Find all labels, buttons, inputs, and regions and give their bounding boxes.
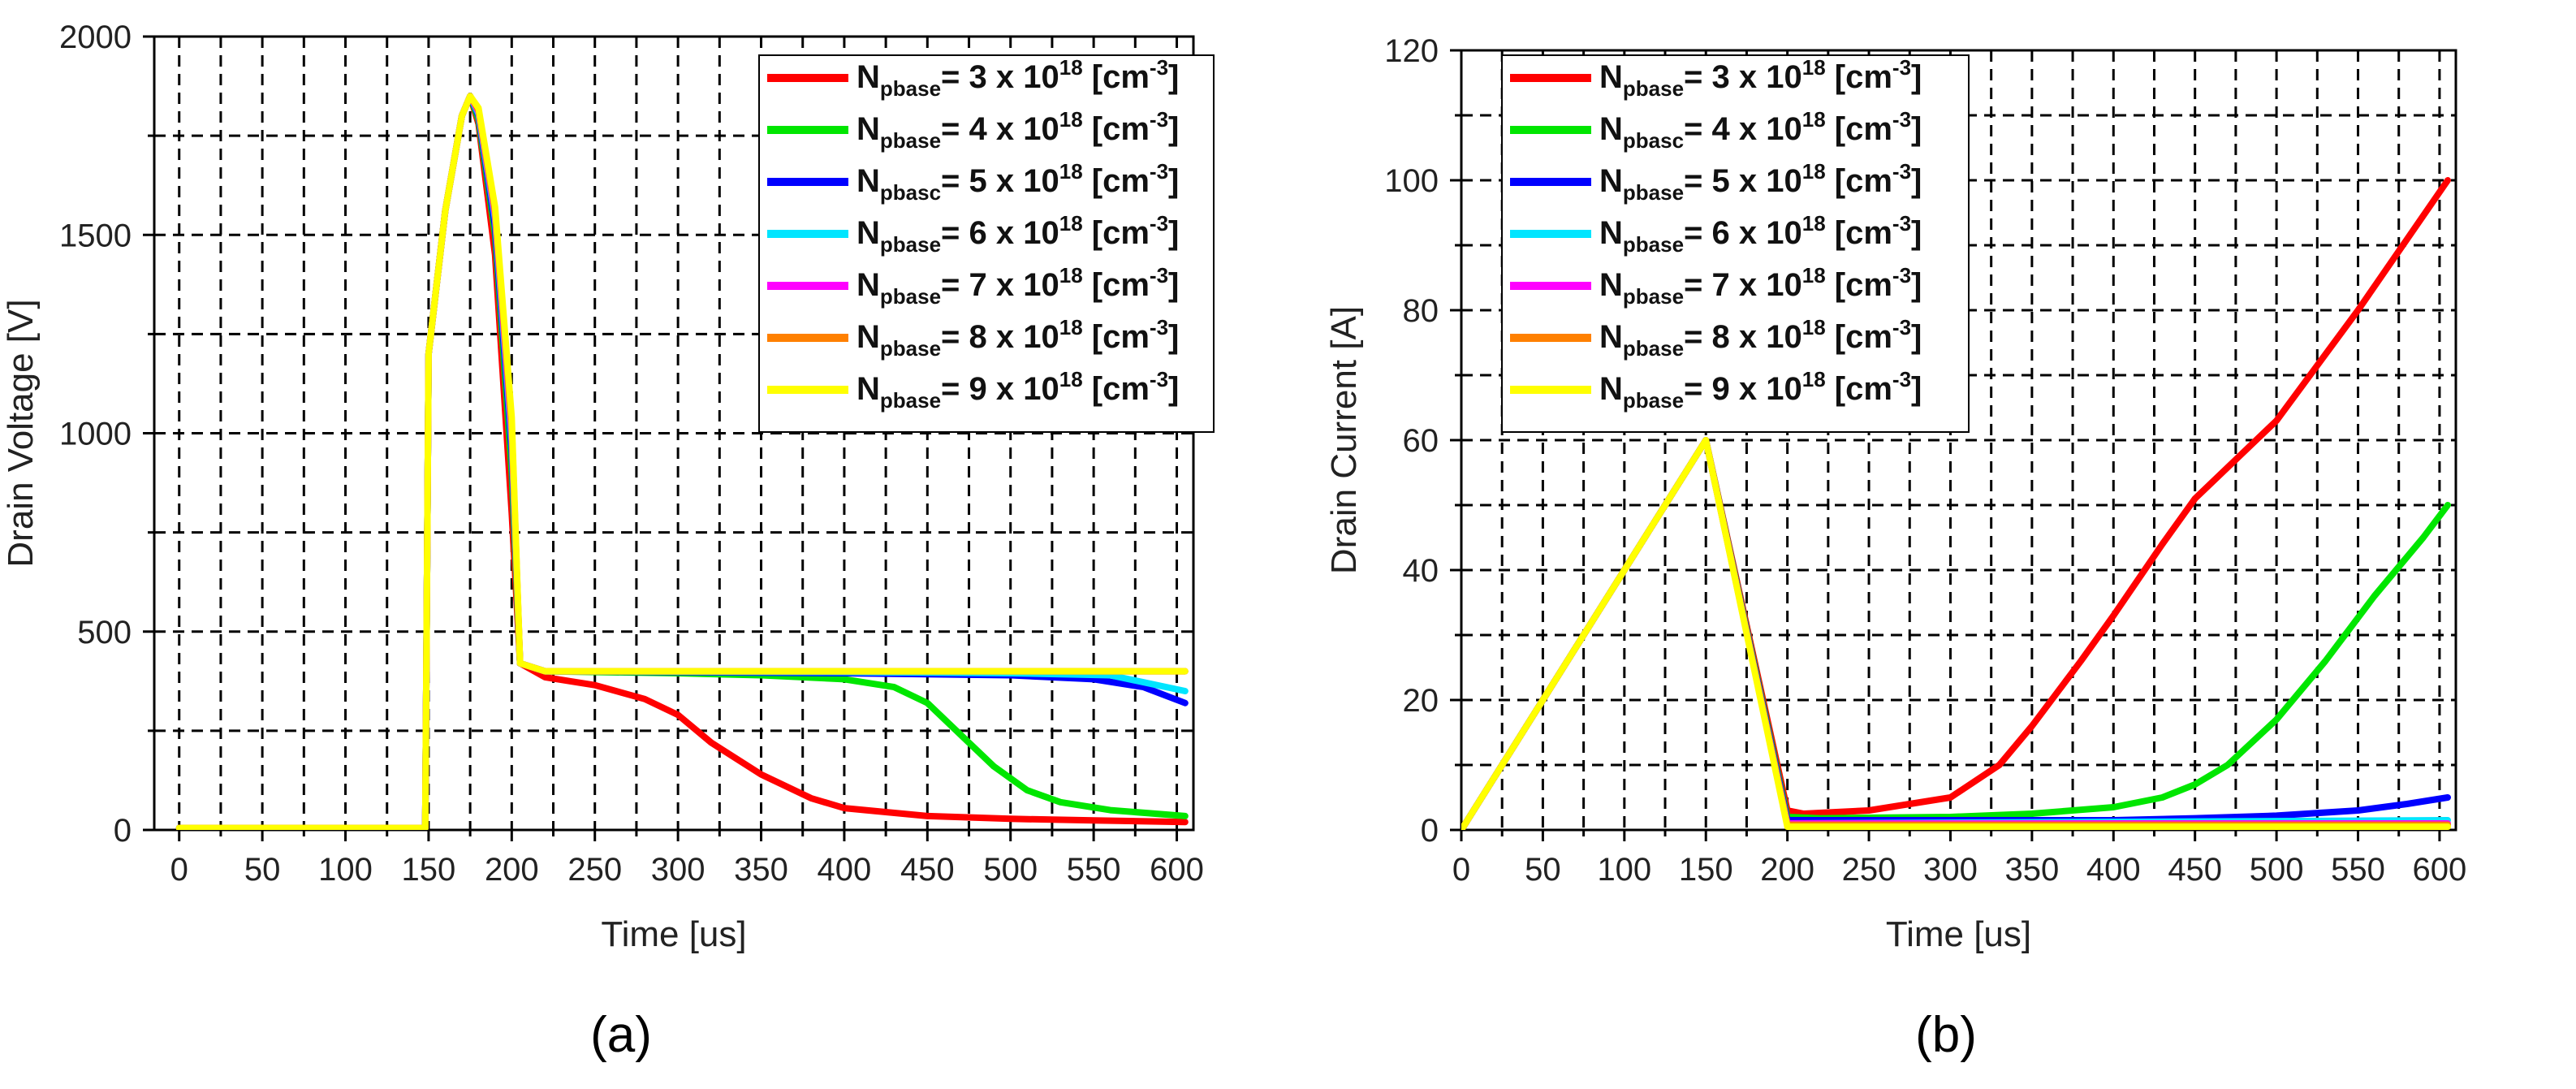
x-tick-label: 550 <box>1067 852 1121 888</box>
y-tick-label: 500 <box>77 615 132 650</box>
chart-panel-b: 0 50 100 150 200 250 300 350 400 450 500 550 600 0 20 4… <box>1324 33 2466 1063</box>
legend-label: Npbasc= 4 x 1018 [cm-3] <box>1599 107 1922 153</box>
y-tick-label: 100 <box>1384 163 1439 199</box>
legend-label: Npbase= 8 x 1018 [cm-3] <box>1599 315 1922 361</box>
legend-item: Npbase= 6 x 1018 [cm-3] <box>1510 211 1922 257</box>
x-tick-label: 550 <box>2331 852 2385 888</box>
legend-label: Npbase= 3 x 1018 [cm-3] <box>1599 55 1922 101</box>
legend: Npbase= 3 x 1018 [cm-3] Npbasc= 4 x 1018 … <box>1501 54 1970 433</box>
y-axis-title: Drain Current [A] <box>1324 306 1364 574</box>
y-tick-label: 20 <box>1403 683 1439 719</box>
x-tick-label: 450 <box>900 852 955 888</box>
x-tick-label: 0 <box>1452 852 1470 888</box>
legend-label: Npbasc= 5 x 1018 [cm-3] <box>857 159 1179 205</box>
legend-label: Npbase= 4 x 1018 [cm-3] <box>857 107 1179 153</box>
x-tick-label: 500 <box>2250 852 2304 888</box>
y-tick-label: 80 <box>1403 293 1439 329</box>
x-tick-label: 600 <box>1150 852 1204 888</box>
axis-ticks <box>143 35 1179 841</box>
legend-item: Npbase= 3 x 1018 [cm-3] <box>1510 55 1922 101</box>
x-tick-label: 350 <box>2004 852 2059 888</box>
x-tick-label: 400 <box>2086 852 2141 888</box>
x-tick-label: 300 <box>651 852 705 888</box>
x-tick-label: 150 <box>1679 852 1733 888</box>
legend-label: Npbase= 6 x 1018 [cm-3] <box>1599 211 1922 257</box>
chart-panel-a: 0 50 100 150 200 250 300 350 400 450 500 550 600 0 500… <box>1 19 1215 1063</box>
y-tick-label: 40 <box>1403 553 1439 589</box>
x-tick-label: 250 <box>1842 852 1896 888</box>
x-tick-label: 100 <box>1597 852 1651 888</box>
axis-ticks <box>1450 49 2441 841</box>
legend-label: Npbase= 7 x 1018 [cm-3] <box>857 263 1179 309</box>
legend-item: Npbase= 6 x 1018 [cm-3] <box>767 211 1179 257</box>
panel-label: (b) <box>1915 1007 1977 1063</box>
legend-box <box>758 54 1215 433</box>
x-tick-label: 50 <box>244 852 281 888</box>
x-tick-label: 200 <box>485 852 539 888</box>
x-tick-label: 600 <box>2413 852 2467 888</box>
panel-label: (a) <box>590 1007 652 1063</box>
legend-item: Npbase= 3 x 1018 [cm-3] <box>767 55 1179 101</box>
x-tick-label: 400 <box>818 852 872 888</box>
x-tick-label: 500 <box>983 852 1038 888</box>
x-axis-title: Time [us] <box>601 914 746 954</box>
y-tick-label: 0 <box>114 813 132 849</box>
series-line-9e18 <box>175 93 1189 830</box>
legend-item: Npbasc= 5 x 1018 [cm-3] <box>767 159 1179 205</box>
x-tick-label: 250 <box>567 852 622 888</box>
x-tick-label: 50 <box>1525 852 1561 888</box>
x-tick-label: 300 <box>1923 852 1978 888</box>
x-tick-label: 450 <box>2168 852 2222 888</box>
series-line-3e18 <box>1461 177 2451 830</box>
legend-item: Npbase= 5 x 1018 [cm-3] <box>1510 159 1922 205</box>
legend-item: Npbase= 8 x 1018 [cm-3] <box>767 315 1179 361</box>
x-tick-label: 100 <box>318 852 373 888</box>
legend-label: Npbase= 7 x 1018 [cm-3] <box>1599 263 1922 309</box>
legend-item: Npbase= 9 x 1018 [cm-3] <box>767 367 1179 413</box>
y-tick-label: 60 <box>1403 423 1439 459</box>
legend-item: Npbase= 8 x 1018 [cm-3] <box>1510 315 1922 361</box>
y-axis-title: Drain Voltage [V] <box>1 299 41 567</box>
y-tick-label: 0 <box>1421 813 1439 849</box>
series-group <box>175 93 1189 830</box>
x-tick-label: 200 <box>1760 852 1814 888</box>
legend-label: Npbase= 9 x 1018 [cm-3] <box>1599 367 1922 413</box>
series-group <box>1461 177 2451 830</box>
y-tick-label: 1000 <box>59 417 132 452</box>
legend-item: Npbase= 7 x 1018 [cm-3] <box>1510 263 1922 309</box>
legend-box <box>1501 54 1970 433</box>
x-axis-title: Time [us] <box>1886 914 2031 954</box>
legend-item: Npbase= 7 x 1018 [cm-3] <box>767 263 1179 309</box>
legend-label: Npbase= 8 x 1018 [cm-3] <box>857 315 1179 361</box>
y-tick-label: 2000 <box>59 19 132 55</box>
legend-label: Npbase= 9 x 1018 [cm-3] <box>857 367 1179 413</box>
x-tick-label: 150 <box>402 852 456 888</box>
legend: Npbase= 3 x 1018 [cm-3] Npbase= 4 x 1018 … <box>758 54 1215 433</box>
legend-item: Npbasc= 4 x 1018 [cm-3] <box>1510 107 1922 153</box>
legend-label: Npbase= 6 x 1018 [cm-3] <box>857 211 1179 257</box>
y-tick-label: 1500 <box>59 218 132 253</box>
legend-item: Npbase= 9 x 1018 [cm-3] <box>1510 367 1922 413</box>
y-tick-label: 120 <box>1384 33 1439 69</box>
legend-item: Npbase= 4 x 1018 [cm-3] <box>767 107 1179 153</box>
series-line-9e18 <box>1461 437 2451 830</box>
x-tick-label: 350 <box>734 852 788 888</box>
legend-label: Npbase= 5 x 1018 [cm-3] <box>1599 159 1922 205</box>
legend-label: Npbase= 3 x 1018 [cm-3] <box>857 55 1179 101</box>
x-tick-label: 0 <box>170 852 188 888</box>
